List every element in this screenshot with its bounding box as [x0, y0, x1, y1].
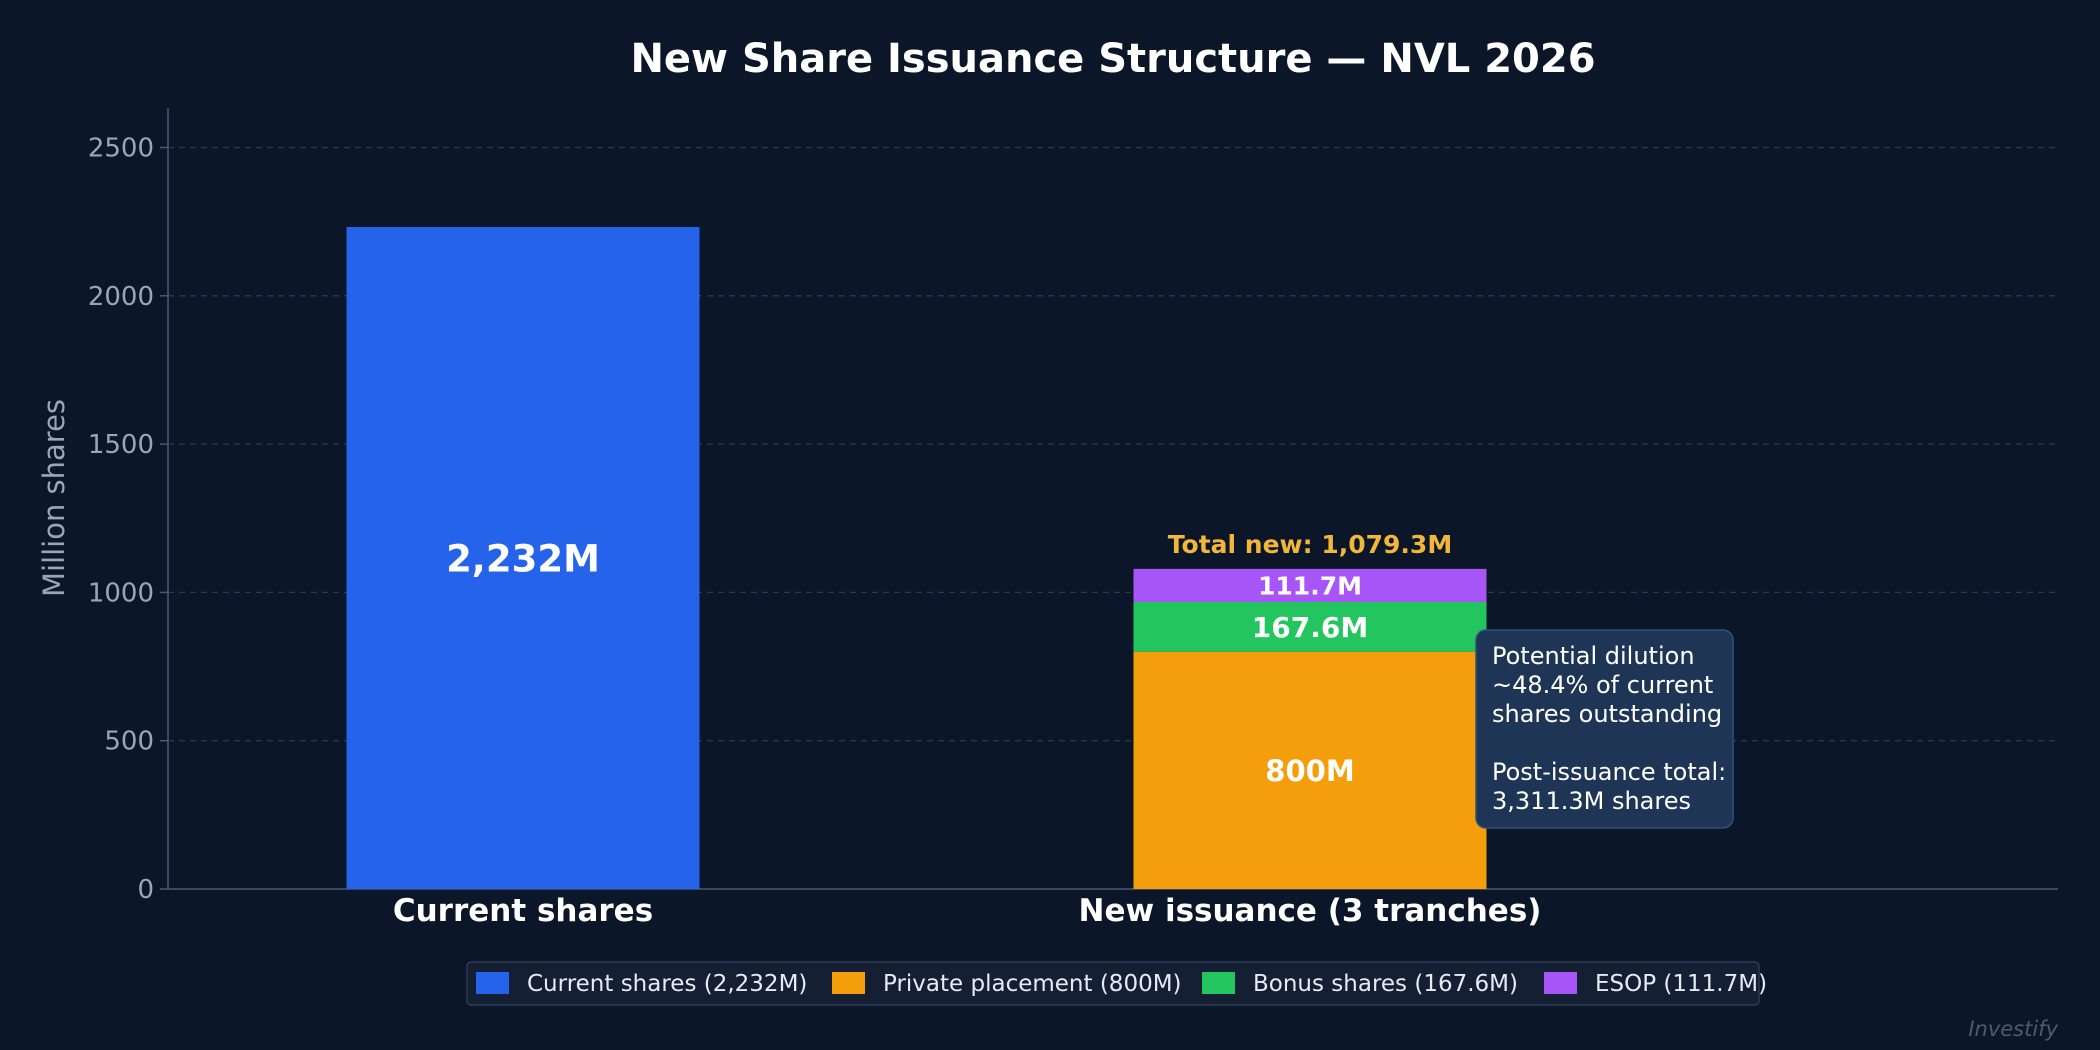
bar-value-label: 800M [1265, 754, 1354, 788]
x-category-label: New issuance (3 tranches) [1079, 893, 1542, 929]
legend-swatch [832, 972, 865, 994]
chart-title: New Share Issuance Structure — NVL 2026 [630, 36, 1595, 82]
y-tick-label: 2500 [88, 134, 154, 164]
legend-swatch [476, 972, 509, 994]
legend-swatch [1202, 972, 1235, 994]
legend-entry: ESOP (111.7M) [1595, 971, 1767, 997]
bar-value-label: 2,232M [446, 537, 600, 580]
x-category-label: Current shares [393, 893, 653, 929]
bar-segment [1133, 602, 1487, 652]
legend-swatch [1544, 972, 1577, 994]
y-axis-label: Million shares [37, 399, 71, 597]
y-tick-label: 1500 [88, 430, 154, 460]
bar-segment [1133, 651, 1487, 889]
y-tick-label: 1000 [88, 578, 154, 608]
bar-segment [346, 226, 700, 890]
dilution-note-box [1475, 629, 1734, 829]
dilution-note-line: Post-issuance total: [1492, 758, 1726, 786]
legend-entry: Current shares (2,232M) [527, 971, 807, 997]
dilution-note-line: shares outstanding [1492, 700, 1722, 728]
watermark: Investify [1968, 1017, 2058, 1041]
y-tick-label: 2000 [88, 282, 154, 312]
legend-box [466, 961, 1760, 1006]
y-tick-label: 500 [104, 727, 154, 757]
bar-value-label: 111.7M [1258, 571, 1362, 600]
bar-segment [1133, 568, 1487, 603]
total-new-label: Total new: 1,079.3M [1168, 530, 1452, 559]
y-tick-label: 0 [137, 875, 154, 905]
dilution-note-line: 3,311.3M shares [1492, 787, 1691, 815]
legend-entry: Private placement (800M) [883, 971, 1182, 997]
dilution-note-line: Potential dilution [1492, 642, 1695, 670]
legend-entry: Bonus shares (167.6M) [1253, 971, 1518, 997]
bar-value-label: 167.6M [1252, 611, 1368, 644]
dilution-note-line: ~48.4% of current [1492, 671, 1713, 699]
